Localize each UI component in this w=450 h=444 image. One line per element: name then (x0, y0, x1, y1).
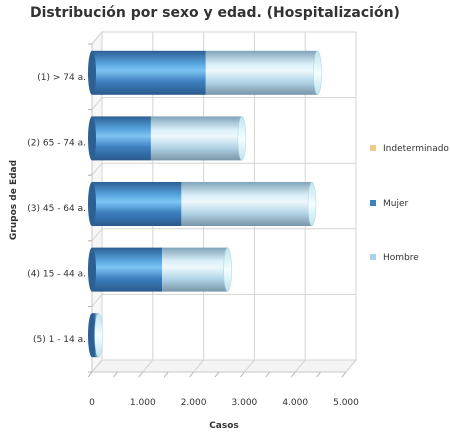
bar-mujer[interactable] (92, 247, 163, 292)
legend-swatch (370, 145, 376, 151)
legend-swatch (370, 200, 376, 206)
x-tick-mark (240, 371, 245, 378)
bar-hombre[interactable] (205, 50, 318, 95)
x-tick-label: 2.000 (181, 398, 207, 408)
x-gridline-floor (193, 359, 204, 373)
bar-right-cap[interactable] (237, 116, 247, 161)
x-gridline-floor (142, 359, 154, 373)
bar-right-cap[interactable] (313, 50, 322, 96)
legend-label: Mujer (383, 199, 409, 209)
legend-label: Indeterminado (383, 144, 449, 154)
legend-item-indeterminado[interactable]: Indeterminado (370, 144, 449, 154)
bar-left-cap (88, 50, 96, 95)
y-tick-label: (5) 1 - 14 a. (33, 335, 86, 345)
bar-left-cap (88, 182, 96, 226)
y-tick-label: (3) 45 - 64 a. (27, 204, 86, 214)
x-tick-label: 4.000 (282, 398, 308, 408)
y-gridline-side (91, 359, 103, 373)
x-tick-mark (290, 371, 296, 378)
x-tick-label: 0 (89, 398, 95, 408)
x-tick-mark (316, 371, 321, 378)
bar-hombre[interactable] (162, 247, 228, 292)
bar-mujer[interactable] (92, 182, 182, 226)
x-tick-label: 1.000 (130, 398, 156, 408)
bar-right-cap[interactable] (307, 181, 317, 227)
x-tick-mark (189, 371, 194, 378)
y-axis-title: Grupos de Edad (9, 160, 19, 240)
y-tick-label: (4) 15 - 44 a. (27, 270, 86, 280)
x-tick-mark (138, 371, 144, 378)
legend-label: Hombre (383, 253, 419, 263)
bar-left-cap (88, 247, 96, 292)
y-tick-label: (2) 65 - 74 a. (27, 138, 86, 148)
x-tick-mark (163, 371, 169, 378)
bar-right-cap[interactable] (223, 247, 232, 292)
x-tick-mark (214, 371, 220, 378)
y-gridline-side (91, 31, 103, 45)
bar-right-cap[interactable] (94, 312, 103, 358)
y-gridline-side (91, 97, 103, 110)
x-tick-label: 3.000 (232, 398, 258, 408)
bar-left-cap (88, 116, 96, 161)
legend-swatch (370, 254, 376, 260)
x-tick-label: 5.000 (333, 398, 359, 408)
x-tick-mark (341, 371, 347, 378)
y-gridline-side (91, 294, 103, 307)
x-gridline-floor (345, 359, 357, 373)
x-gridline-floor (294, 359, 306, 373)
bar-mujer[interactable] (92, 116, 151, 161)
y-gridline-side (91, 228, 103, 242)
x-tick-mark (265, 371, 271, 378)
bar-left-cap (88, 313, 96, 358)
y-gridline-side (91, 162, 103, 176)
y-tick-label: (1) > 74 a. (37, 73, 86, 83)
plot-floor (90, 359, 358, 373)
x-tick-mark (113, 371, 118, 378)
bar-hombre[interactable] (150, 116, 242, 161)
x-gridline-floor (244, 359, 255, 373)
chart-title: Distribución por sexo y edad. (Hospitali… (30, 5, 400, 21)
legend-item-mujer[interactable]: Mujer (370, 199, 409, 209)
bar-hombre[interactable] (181, 182, 312, 226)
bar-mujer[interactable] (92, 50, 206, 95)
x-tick-mark (87, 371, 93, 378)
x-axis-title: Casos (209, 421, 239, 431)
legend-item-hombre[interactable]: Hombre (370, 253, 419, 263)
